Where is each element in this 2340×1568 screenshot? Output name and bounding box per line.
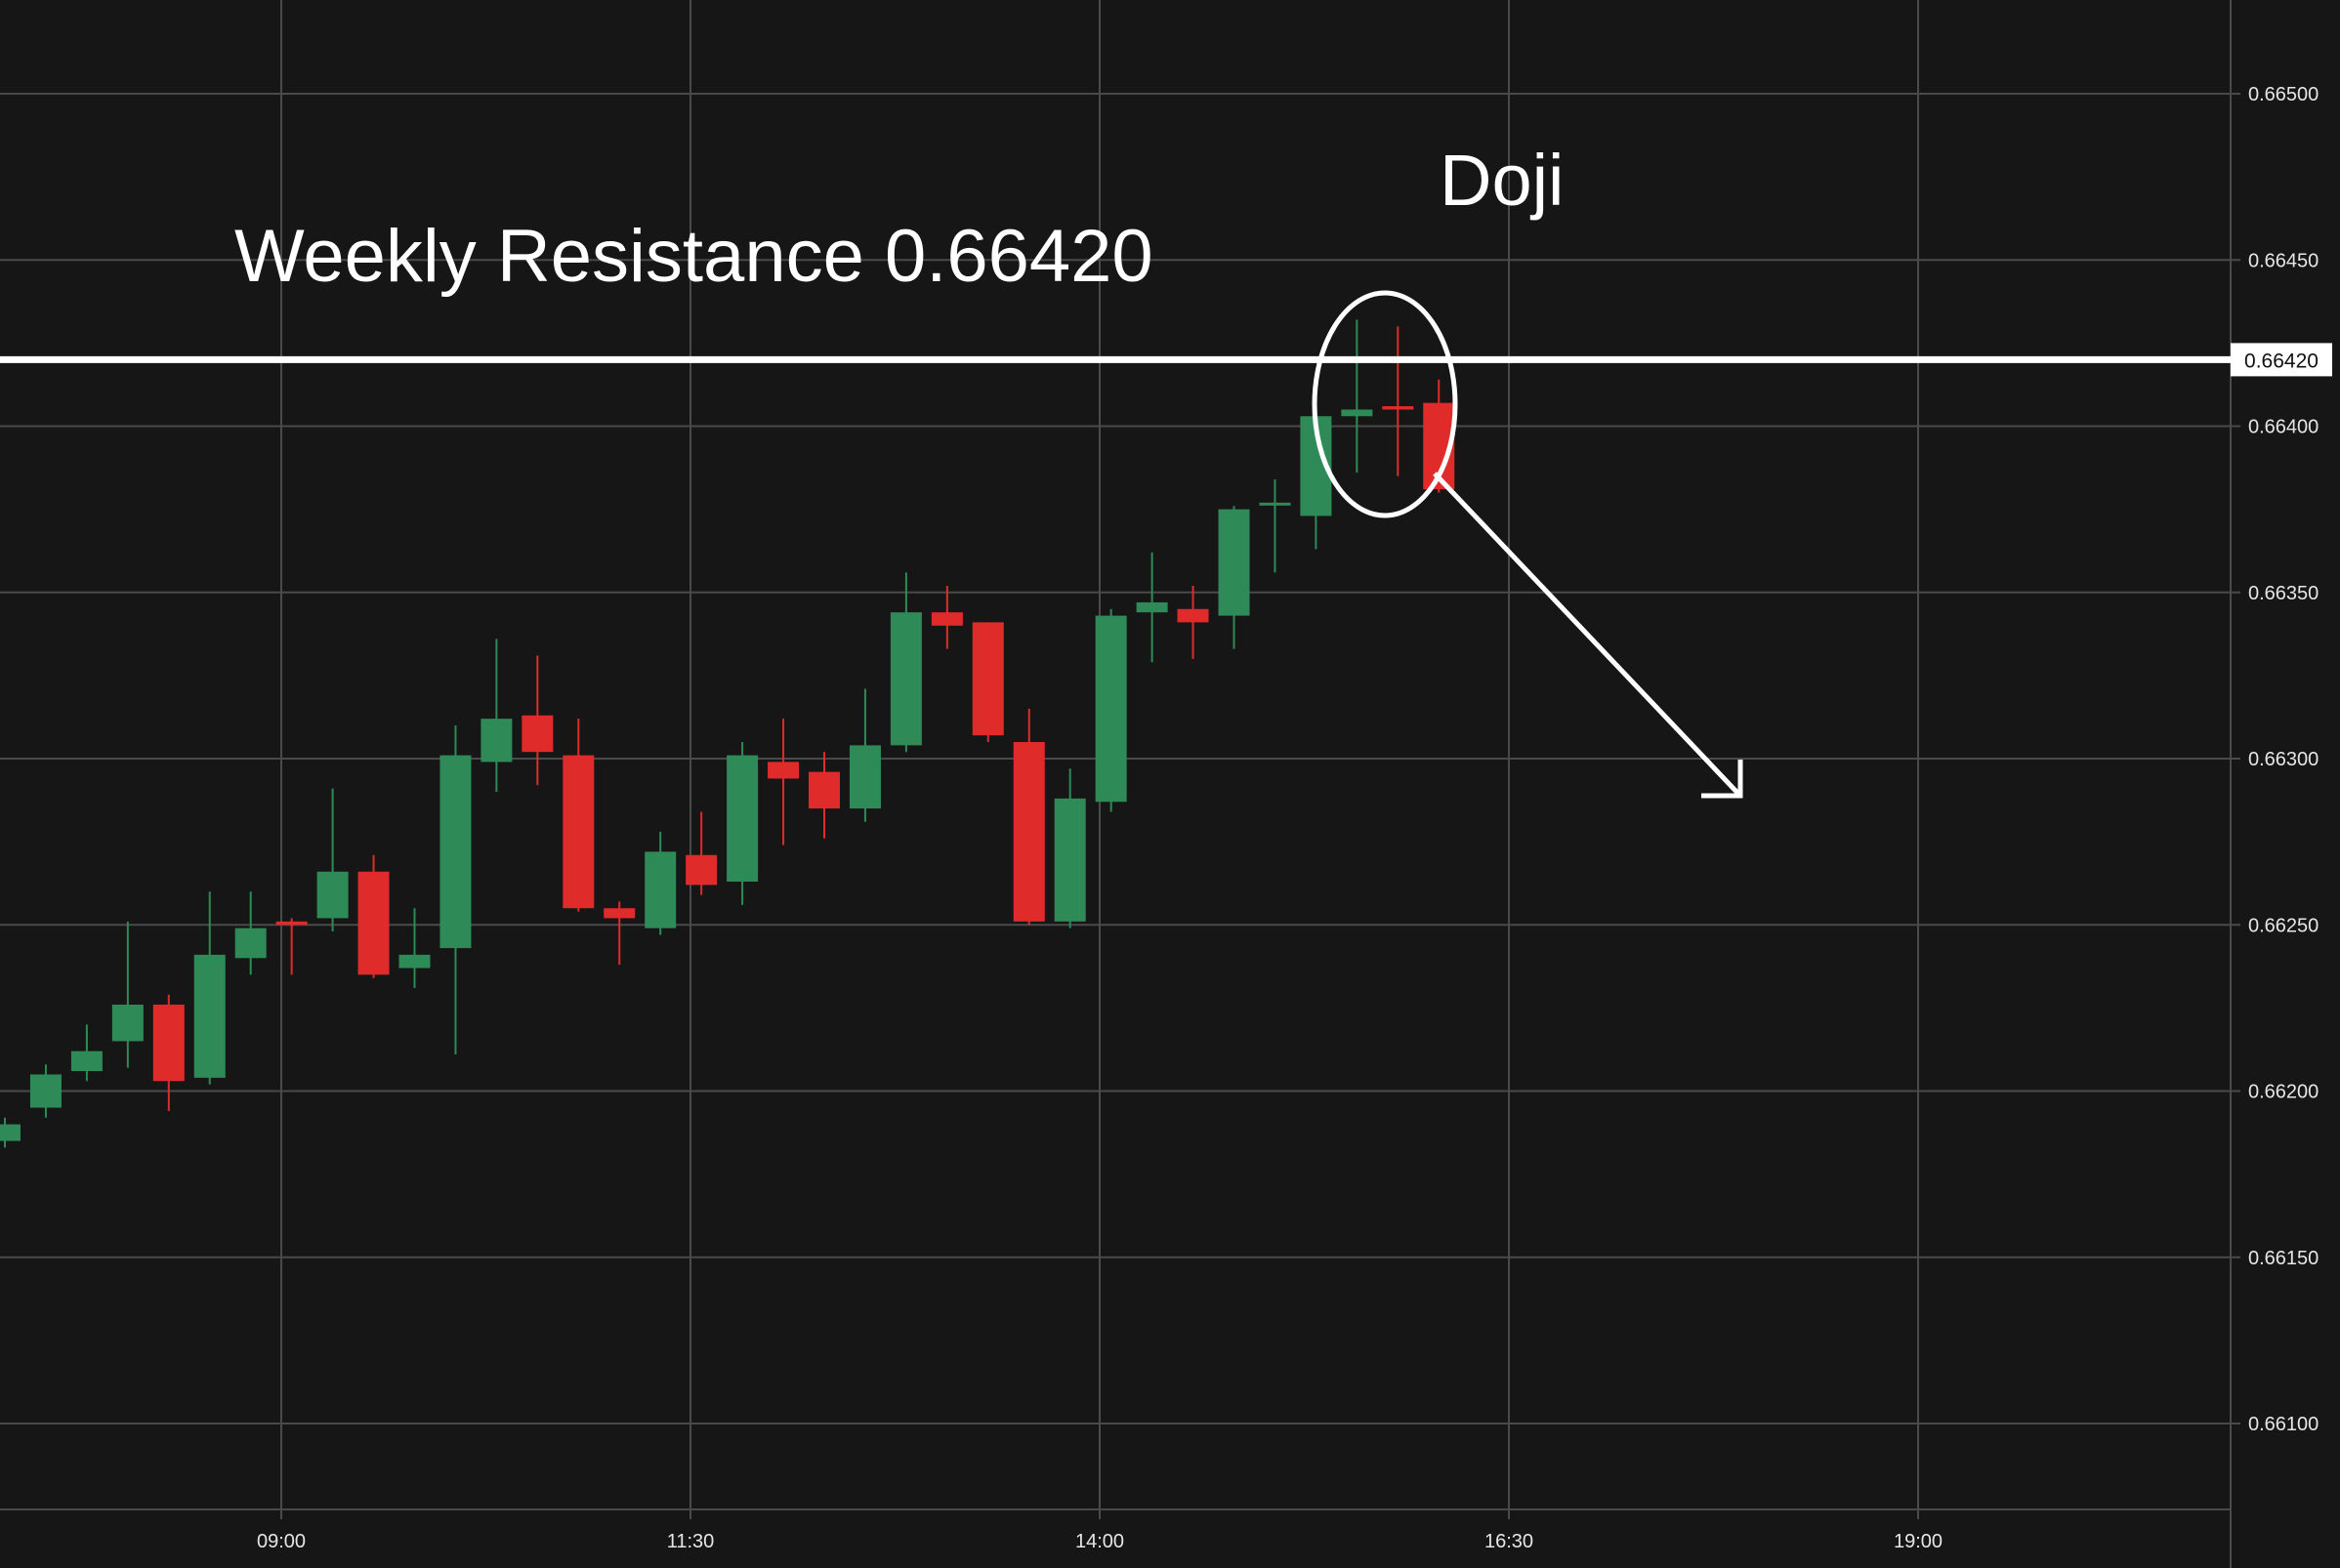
candle-bullish <box>890 572 922 753</box>
candle-bullish <box>316 788 349 932</box>
candle-body <box>1054 798 1086 922</box>
candle-body <box>890 612 922 746</box>
candle-bullish <box>1259 478 1291 573</box>
candle-bearish <box>563 719 595 912</box>
candle-body <box>522 715 554 753</box>
candle-body <box>1013 741 1045 922</box>
candle-body <box>931 612 963 626</box>
candle-bearish <box>522 655 554 786</box>
x-tick-label: 11:30 <box>667 1531 715 1552</box>
candle-body <box>234 928 267 959</box>
candle-bearish <box>686 811 718 895</box>
x-tick-label: 19:00 <box>1894 1531 1943 1552</box>
downtrend-arrow-shaft <box>1433 472 1742 798</box>
x-tick-label: 14:00 <box>1075 1531 1124 1552</box>
candle-body <box>1177 608 1209 623</box>
candle-body <box>1341 409 1373 417</box>
y-tick-label: 0.66450 <box>2248 250 2319 271</box>
candle-body <box>1136 601 1168 613</box>
candle-bullish <box>1136 552 1168 663</box>
candle-bearish <box>768 719 800 846</box>
candle-body <box>111 1004 144 1042</box>
annotations: 0.66420 Weekly Resistance 0.66420 Doji <box>0 140 2332 799</box>
y-tick-label: 0.66200 <box>2248 1082 2319 1103</box>
candle-bearish <box>1177 585 1209 659</box>
candle-body <box>0 1124 21 1141</box>
candle-bullish <box>398 908 431 988</box>
candle-body <box>357 871 390 975</box>
y-tick-label: 0.66500 <box>2248 84 2319 105</box>
resistance-label-box <box>2231 343 2332 377</box>
candle-bullish <box>193 891 226 1085</box>
candles <box>0 319 1455 1148</box>
candle-body <box>439 755 472 949</box>
doji-circle <box>1312 290 1458 518</box>
y-tick-label: 0.66300 <box>2248 749 2319 770</box>
candle-body <box>70 1051 103 1072</box>
candle-bullish <box>1218 506 1250 649</box>
candle-bearish <box>1013 708 1045 926</box>
y-tick-label: 0.66350 <box>2248 583 2319 604</box>
candle-bullish <box>0 1117 21 1148</box>
candle-bullish <box>727 741 759 905</box>
candle-bullish <box>234 891 267 975</box>
candle-body <box>768 762 800 779</box>
candle-body <box>398 954 431 969</box>
candle-bullish <box>1341 319 1373 474</box>
candle-bullish <box>111 921 144 1068</box>
candle-bearish <box>152 994 185 1111</box>
candle-body <box>563 755 595 909</box>
candle-body <box>152 1004 185 1082</box>
candle-bullish <box>1095 608 1127 812</box>
candle-bearish <box>931 585 963 649</box>
x-tick-label: 16:30 <box>1484 1531 1533 1552</box>
candle-bullish <box>1054 768 1086 928</box>
candle-bullish <box>29 1064 62 1118</box>
candle-bearish <box>604 901 636 966</box>
candle-bullish <box>439 724 472 1055</box>
candle-bearish <box>275 918 308 975</box>
candle-body <box>809 771 840 809</box>
candle-body <box>275 921 308 926</box>
doji-annotation: Doji <box>1440 140 1564 221</box>
candle-body <box>1095 615 1127 803</box>
candle-body <box>604 908 636 919</box>
y-tick-label: 0.66100 <box>2248 1414 2319 1435</box>
y-tick-label: 0.66400 <box>2248 417 2319 438</box>
candle-body <box>849 745 881 809</box>
resistance-price-label: 0.66420 <box>2244 350 2319 372</box>
y-tick-label: 0.66250 <box>2248 915 2319 936</box>
candle-bullish <box>849 688 881 822</box>
y-tick-label: 0.66150 <box>2248 1248 2319 1269</box>
candle-body <box>972 622 1004 736</box>
candle-body <box>193 954 226 1078</box>
candle-body <box>645 851 677 928</box>
candle-body <box>686 854 718 886</box>
candle-body <box>727 755 759 882</box>
downtrend-arrow-head <box>1701 760 1743 799</box>
candle-body <box>1382 406 1414 410</box>
candle-body <box>316 871 349 919</box>
candle-body <box>1218 509 1250 616</box>
candle-body <box>29 1074 62 1108</box>
candle-body <box>1259 502 1291 506</box>
x-tick-label: 09:00 <box>257 1531 306 1552</box>
candle-body <box>481 719 513 763</box>
resistance-annotation: Weekly Resistance 0.66420 <box>234 215 1153 298</box>
candle-bullish <box>645 831 677 935</box>
candle-bearish <box>1382 326 1414 476</box>
candle-bullish <box>481 639 513 793</box>
candle-bearish <box>809 752 840 839</box>
candle-bearish <box>972 622 1004 742</box>
candle-bearish <box>357 854 390 978</box>
candle-bullish <box>70 1024 103 1082</box>
